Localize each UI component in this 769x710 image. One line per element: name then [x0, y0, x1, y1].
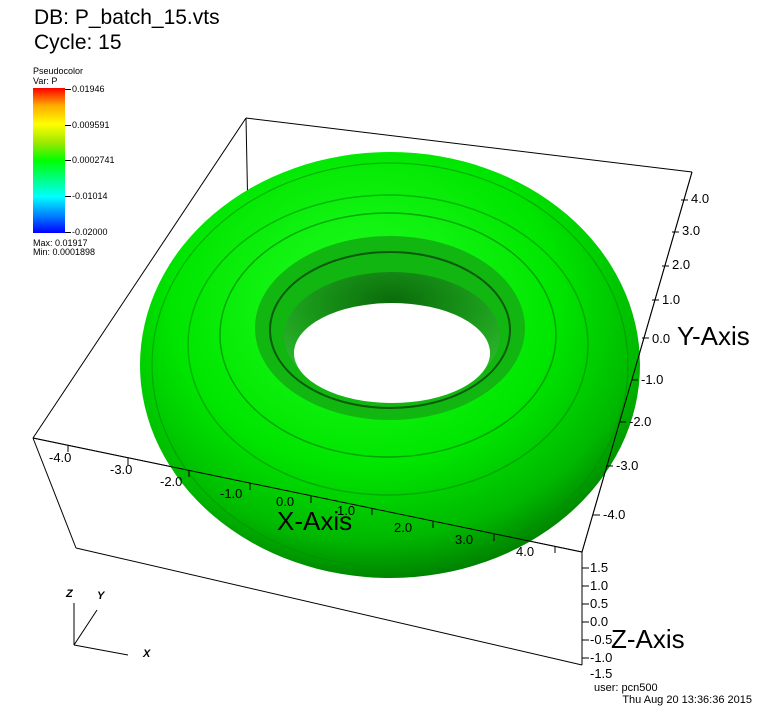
color-bar	[33, 88, 65, 233]
database-title: DB: P_batch_15.vts	[34, 6, 220, 29]
z-axis-ticks	[582, 567, 589, 659]
x-tick-label: -3.0	[110, 462, 133, 477]
y-axis-ticks	[593, 199, 688, 516]
color-bar-label: 0.01946	[72, 84, 105, 94]
x-tick-label: 3.0	[455, 532, 474, 547]
y-tick-label: -1.0	[641, 372, 664, 387]
z-tick-label: -1.5	[590, 666, 613, 681]
triad-z-label: Z	[66, 588, 73, 600]
cycle-title: Cycle: 15	[34, 31, 122, 54]
x-tick-label: 1.0	[337, 503, 356, 518]
color-bar-label: 0.009591	[72, 120, 110, 130]
y-tick-label: -4.0	[603, 507, 626, 522]
color-bar-label: -0.02000	[72, 227, 108, 237]
x-tick-label: 2.0	[394, 520, 413, 535]
x-tick-label: -4.0	[49, 450, 72, 465]
z-tick-label: -1.0	[590, 650, 613, 665]
z-axis-title: Z-Axis	[611, 624, 685, 654]
user-label: user: pcn500	[594, 682, 658, 694]
z-tick-label: 1.0	[590, 578, 609, 593]
z-tick-label: -0.5	[590, 632, 613, 647]
color-bar-tick	[65, 196, 71, 197]
torus-surface	[140, 152, 640, 578]
x-tick-label: 4.0	[516, 544, 535, 559]
z-tick-label: 1.5	[590, 560, 609, 575]
y-tick-label: 4.0	[691, 191, 710, 206]
color-bar-label: 0.0002741	[72, 155, 115, 165]
z-tick-label: 0.5	[590, 596, 609, 611]
legend-max: Max: 0.01917	[33, 238, 88, 248]
x-axis-ticks	[67, 445, 556, 553]
color-bar-tick	[65, 89, 71, 90]
y-tick-label: 1.0	[662, 292, 681, 307]
triad-x-label: X	[143, 648, 151, 660]
color-bar-tick	[65, 160, 71, 161]
y-tick-label: -2.0	[629, 414, 652, 429]
timestamp-label: Thu Aug 20 13:36:36 2015	[622, 694, 752, 706]
legend-plot-type: Pseudocolor	[33, 66, 84, 76]
x-tick-label: -1.0	[220, 486, 243, 501]
triad-y-label: Y	[97, 590, 105, 602]
x-axis-title: X-Axis	[277, 506, 353, 536]
color-bar-tick	[65, 232, 71, 233]
legend-min: Min: 0.0001898	[33, 247, 96, 257]
x-tick-label: -2.0	[160, 474, 183, 489]
z-tick-label: 0.0	[590, 614, 609, 629]
color-bar-label: -0.01014	[72, 191, 108, 201]
x-tick-label: 0.0	[276, 494, 295, 509]
legend-variable: Var: P	[33, 76, 58, 86]
axis-triad	[73, 603, 129, 656]
y-tick-label: 2.0	[672, 257, 691, 272]
y-tick-label: 3.0	[682, 223, 701, 238]
y-tick-label: -3.0	[616, 458, 639, 473]
y-axis-title: Y-Axis	[677, 321, 750, 351]
y-tick-label: 0.0	[652, 331, 671, 346]
color-bar-tick	[65, 125, 71, 126]
